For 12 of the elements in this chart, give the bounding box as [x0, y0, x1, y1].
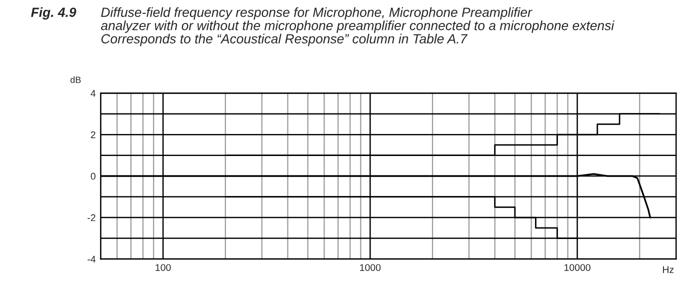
y-tick-label: 2 [90, 131, 96, 138]
y-tick-label: 4 [90, 90, 96, 97]
y-tick-label: -2 [88, 214, 96, 222]
chart-title: Fig. 4.9 [31, 7, 76, 20]
x-axis-title: Hz [663, 266, 674, 273]
y-axis-title: dB [70, 76, 81, 83]
x-tick-label: 1000 [360, 264, 381, 271]
y-tick-label: 0 [90, 172, 96, 180]
x-tick-label: 100 [156, 264, 171, 271]
x-tick-label: 10000 [564, 264, 590, 271]
y-tick-label: -4 [88, 256, 96, 263]
chart-subtitle: Diffuse-field frequency response for Microphone, Microphone Preamplifier analyzer with or without the microphone preamplifier connected to a microphone extensi Corresponds to the “Acoustical Response” column in Table A.7 [100, 7, 614, 46]
